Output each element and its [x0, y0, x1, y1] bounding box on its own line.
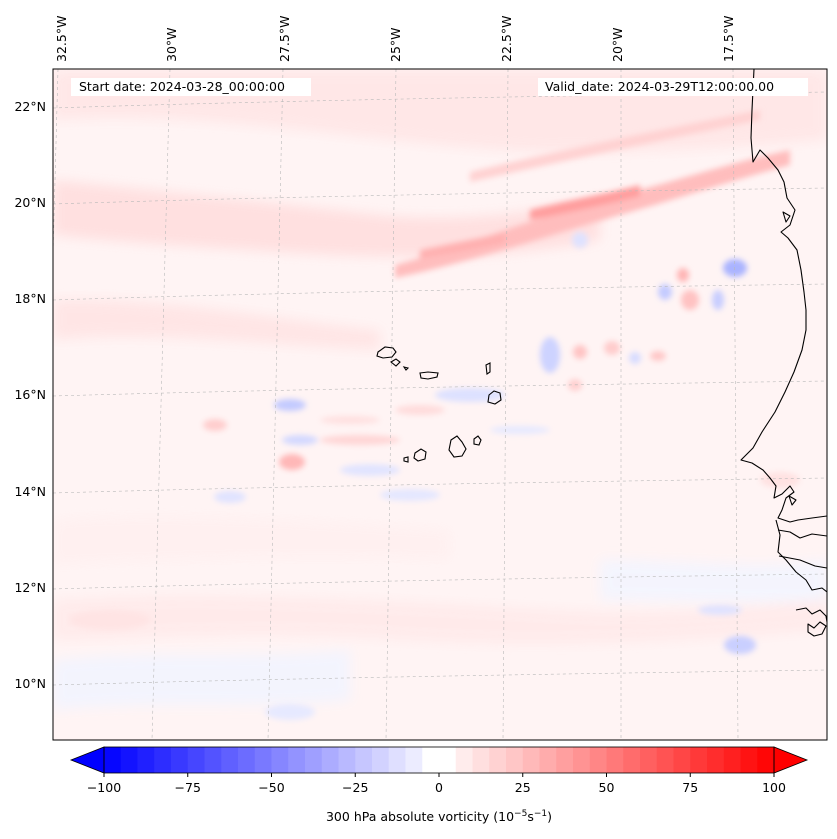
colorbar-segment: [338, 747, 356, 773]
colorbar: −100 −75 −50 −25 0 25 50 75 100 300 hPa …: [69, 746, 809, 824]
colorbar-segment: [439, 747, 457, 773]
colorbar-segment: [120, 747, 138, 773]
colorbar-segment: [104, 747, 122, 773]
colorbar-label: 300 hPa absolute vorticity (10−5s−1): [326, 809, 552, 824]
colorbar-segment: [422, 747, 440, 773]
colorbar-segment: [388, 747, 406, 773]
colorbar-segment: [656, 747, 674, 773]
graticule: [53, 69, 827, 740]
colorbar-segment: [740, 747, 758, 773]
lon-label: 17.5°W: [721, 16, 736, 62]
map-panel: Start date: 2024-03-28_00:00:00 Valid_da…: [14, 16, 828, 741]
colorbar-segment: [506, 747, 524, 773]
colorbar-segment: [472, 747, 490, 773]
lon-label: 32.5°W: [54, 16, 69, 62]
lon-label: 30°W: [164, 27, 179, 62]
start-date-box: [71, 78, 311, 96]
colorbar-tick-label: −25: [342, 780, 368, 795]
colorbar-segment: [707, 747, 725, 773]
colorbar-segment: [288, 747, 306, 773]
colorbar-tick-label: 75: [682, 780, 698, 795]
colorbar-tick-label: 50: [599, 780, 615, 795]
lat-label: 14°N: [14, 484, 46, 499]
colorbar-segment: [238, 747, 256, 773]
map-frame: [52, 68, 828, 741]
colorbar-segment: [589, 747, 607, 773]
colorbar-tick-label: −100: [87, 780, 121, 795]
colorbar-segment: [455, 747, 473, 773]
colorbar-segment: [522, 747, 540, 773]
colorbar-tick-label: −75: [175, 780, 201, 795]
colorbar-segment: [606, 747, 624, 773]
colorbar-segment: [690, 747, 708, 773]
valid-date-box: [538, 78, 808, 96]
lon-label: 27.5°W: [277, 16, 292, 62]
colorbar-tick-label: −50: [258, 780, 284, 795]
colorbar-segment: [372, 747, 390, 773]
lat-label: 10°N: [14, 676, 46, 691]
colorbar-segment: [271, 747, 289, 773]
lat-label: 20°N: [14, 195, 46, 210]
longitude-labels: 32.5°W 30°W 27.5°W 25°W 22.5°W 20°W 17.5…: [54, 16, 736, 62]
colorbar-segment: [623, 747, 641, 773]
colorbar-segment: [305, 747, 323, 773]
colorbar-segment: [489, 747, 507, 773]
valid-date-label: Valid_date: 2024-03-29T12:00:00.00: [545, 79, 774, 94]
colorbar-tick-labels: −100 −75 −50 −25 0 25 50 75 100: [87, 780, 786, 795]
colorbar-segment: [137, 747, 155, 773]
lat-label: 22°N: [14, 99, 46, 114]
colorbar-tick-label: 100: [762, 780, 786, 795]
lat-label: 12°N: [14, 580, 46, 595]
colorbar-segment: [640, 747, 658, 773]
colorbar-segment: [187, 747, 205, 773]
colorbar-tick-label: 25: [515, 780, 531, 795]
colorbar-segment: [405, 747, 423, 773]
colorbar-segment: [171, 747, 189, 773]
colorbar-max-extend: [773, 746, 809, 774]
colorbar-segment: [757, 747, 775, 773]
colorbar-segment: [254, 747, 272, 773]
colorbar-min-extend: [69, 746, 105, 774]
colorbar-segments: [104, 747, 775, 773]
lon-label: 22.5°W: [499, 16, 514, 62]
cape-verde-islands: [376, 346, 502, 463]
colorbar-segment: [556, 747, 574, 773]
lon-label: 25°W: [388, 27, 403, 62]
colorbar-ticks: [103, 773, 775, 777]
vorticity-field: [53, 70, 827, 720]
colorbar-segment: [539, 747, 557, 773]
latitude-labels: 22°N 20°N 18°N 16°N 14°N 12°N 10°N: [14, 99, 46, 691]
lat-label: 18°N: [14, 291, 46, 306]
colorbar-segment: [723, 747, 741, 773]
colorbar-segment: [154, 747, 172, 773]
colorbar-segment: [221, 747, 239, 773]
lat-label: 16°N: [14, 387, 46, 402]
colorbar-tick-label: 0: [435, 780, 443, 795]
lon-label: 20°W: [610, 27, 625, 62]
colorbar-segment: [321, 747, 339, 773]
coastline: [740, 69, 827, 637]
start-date-label: Start date: 2024-03-28_00:00:00: [79, 79, 285, 94]
colorbar-segment: [673, 747, 691, 773]
colorbar-segment: [573, 747, 591, 773]
colorbar-segment: [355, 747, 373, 773]
colorbar-segment: [204, 747, 222, 773]
